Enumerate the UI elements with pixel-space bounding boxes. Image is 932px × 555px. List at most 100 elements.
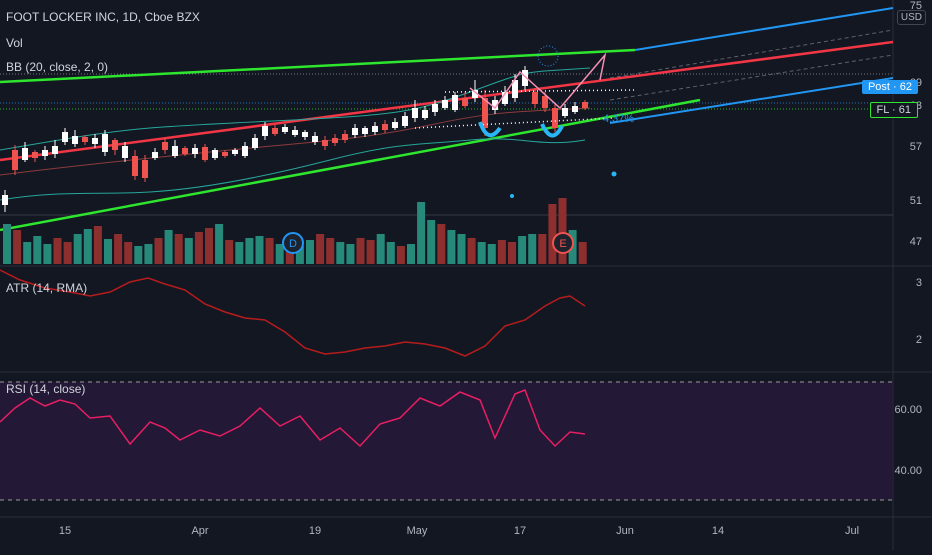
volume-bar: [528, 234, 537, 264]
volume-bar: [457, 234, 466, 264]
time-tick: 15: [58, 525, 72, 537]
candle-body: [402, 116, 408, 126]
candle-body: [442, 100, 448, 108]
candle-body: [412, 108, 418, 118]
candle-body: [282, 127, 288, 132]
volume-bar: [407, 244, 415, 264]
currency-badge[interactable]: USD: [896, 10, 926, 25]
candle-body: [52, 146, 58, 154]
earnings-marker-label: E: [559, 238, 566, 250]
volume-bar: [23, 242, 32, 264]
volume-bar: [386, 242, 395, 264]
volume-bar: [508, 242, 516, 264]
volume-bar: [447, 230, 456, 264]
volume-bar: [295, 246, 304, 264]
candle-body: [182, 148, 188, 154]
candle-body: [132, 156, 138, 176]
bb-basis: [0, 107, 591, 176]
time-tick: 19: [308, 525, 322, 537]
candle-body: [82, 137, 88, 142]
candle-body: [252, 138, 258, 148]
volume-bar: [154, 238, 163, 264]
channel-upper-extension: [634, 7, 894, 51]
volume-bar: [538, 234, 547, 264]
volume-bar: [73, 234, 82, 264]
volume-bar: [124, 242, 133, 264]
candle-body: [382, 124, 388, 130]
atr-legend[interactable]: ATR (14, RMA): [6, 281, 88, 295]
volume-bar: [235, 242, 244, 264]
volume-bar: [63, 242, 72, 264]
volume-bar: [497, 240, 506, 264]
candle-body: [332, 138, 338, 143]
volume-legend[interactable]: Vol: [6, 36, 23, 50]
candle-body: [42, 150, 48, 156]
hook-marker: [478, 121, 502, 138]
symbol-title[interactable]: FOOT LOCKER INC, 1D, Cboe BZX: [6, 10, 200, 24]
candle-body: [552, 108, 558, 128]
volume-bar: [326, 238, 335, 264]
post-price-tag: Post · 62: [861, 80, 918, 94]
candle-body: [392, 122, 398, 128]
candle-body: [312, 136, 318, 142]
volume-bar: [53, 238, 62, 264]
candle-body: [152, 152, 158, 158]
channel-lower-extension: [609, 77, 894, 124]
candle-body: [302, 132, 308, 137]
percent-annotation: 4.37%: [603, 113, 634, 125]
volume-bar: [13, 230, 22, 264]
volume-bar: [144, 244, 153, 264]
candle-body: [492, 100, 498, 110]
volume-bar: [215, 224, 224, 264]
volume-bar: [467, 238, 476, 264]
volume-bar: [417, 202, 426, 264]
candle-body: [222, 152, 228, 156]
volume-bar: [316, 234, 325, 264]
candle-body: [32, 152, 38, 158]
bb-upper: [0, 67, 591, 151]
candle-body: [362, 128, 368, 134]
volume-bar: [487, 244, 496, 264]
candle-body: [272, 128, 278, 134]
candle-body: [342, 134, 348, 140]
candle-body: [62, 132, 68, 142]
rsi-tick: 60.00: [894, 404, 922, 416]
candle-body: [112, 140, 118, 150]
volume-bar: [306, 240, 314, 264]
time-tick: Apr: [191, 525, 209, 537]
atr-tick: 2: [915, 334, 922, 346]
candle-body: [22, 148, 28, 160]
candle-body: [212, 150, 218, 158]
hook-marker: [540, 123, 564, 138]
volume-bar: [265, 238, 274, 264]
channel-mid-dashed: [609, 54, 894, 101]
candle-body: [232, 150, 238, 154]
candle-body: [322, 140, 328, 146]
volume-bar: [336, 242, 345, 264]
volume-bar: [164, 230, 173, 264]
rsi-legend[interactable]: RSI (14, close): [6, 382, 86, 396]
candle-body: [202, 147, 208, 160]
candle-body: [192, 148, 198, 154]
candle-body: [472, 90, 478, 98]
volume-bar: [194, 232, 203, 264]
dotted-annotation: [414, 117, 616, 129]
volume-bar: [104, 239, 112, 264]
candle-body: [172, 146, 178, 156]
projection-path: [469, 52, 607, 110]
channel-lower-line: [0, 98, 701, 232]
candle-body: [432, 104, 438, 112]
volume-bar: [518, 236, 527, 264]
bb-lower: [0, 138, 586, 201]
bollinger-legend[interactable]: BB (20, close, 2, 0): [6, 60, 109, 74]
candle-body: [572, 106, 578, 112]
price-tick: 57: [909, 141, 922, 153]
rsi-line: [0, 389, 586, 448]
time-tick: 17: [513, 525, 527, 537]
candle-body: [582, 102, 588, 108]
earnings-marker: [552, 232, 574, 254]
volume-bar: [396, 246, 405, 264]
volume-bar: [83, 229, 92, 264]
